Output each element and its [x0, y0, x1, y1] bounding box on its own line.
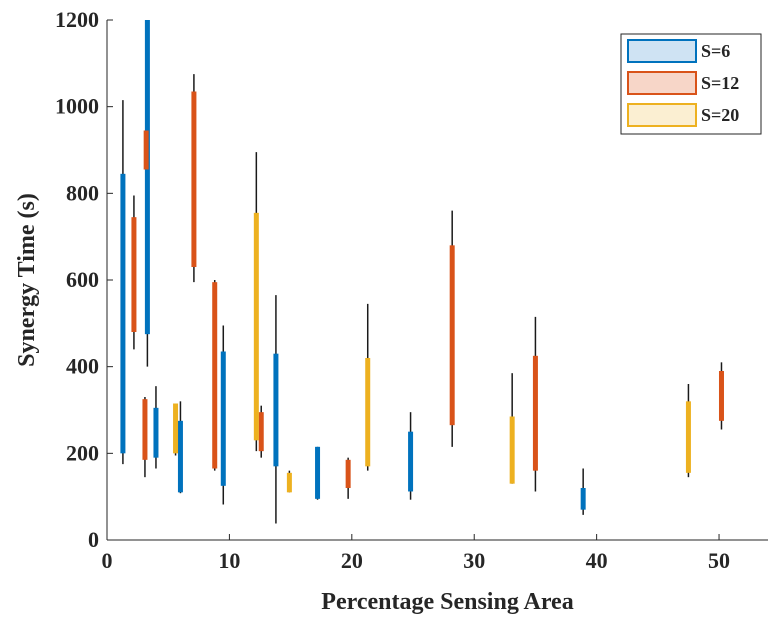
box [718, 371, 724, 421]
box [173, 403, 179, 454]
box [177, 420, 183, 493]
box [144, 20, 150, 335]
legend-swatch [627, 103, 697, 127]
box [365, 358, 371, 467]
box [532, 355, 538, 471]
box [143, 130, 149, 170]
x-tick-label: 0 [102, 548, 113, 573]
x-axis-ticks: 0 10 20 30 40 50 [102, 534, 730, 573]
x-tick-label: 20 [341, 548, 363, 573]
box [220, 351, 226, 486]
boxes-layer [120, 20, 724, 510]
box [212, 282, 218, 469]
box [509, 416, 515, 484]
box [345, 459, 351, 488]
legend: S=6 S=12 S=20 [620, 33, 762, 135]
box [273, 353, 279, 467]
legend-label: S=6 [701, 41, 730, 61]
y-tick-label: 1200 [55, 7, 99, 32]
y-tick-label: 200 [66, 440, 99, 465]
box [685, 401, 691, 473]
box [142, 399, 148, 460]
box [408, 431, 414, 492]
legend-label: S=20 [701, 105, 739, 125]
x-axis-title: Percentage Sensing Area [321, 589, 573, 615]
x-tick-label: 50 [708, 548, 730, 573]
box [153, 407, 159, 458]
y-tick-label: 800 [66, 180, 99, 205]
legend-label: S=12 [701, 73, 739, 93]
y-axis-title: Synergy Time (s) [14, 193, 40, 367]
y-tick-label: 400 [66, 354, 99, 379]
box [120, 173, 126, 454]
x-tick-label: 30 [463, 548, 485, 573]
y-tick-label: 0 [88, 527, 99, 552]
y-tick-label: 1000 [55, 94, 99, 119]
y-axis-ticks: 0 200 400 600 800 1000 1200 [55, 7, 113, 552]
box [131, 217, 137, 332]
x-tick-label: 10 [218, 548, 240, 573]
box [253, 212, 259, 441]
legend-swatch [627, 71, 697, 95]
box [191, 91, 197, 267]
box [258, 412, 264, 452]
box [449, 245, 455, 426]
box [286, 472, 292, 493]
y-tick-label: 600 [66, 267, 99, 292]
x-tick-label: 40 [586, 548, 608, 573]
legend-swatch [627, 39, 697, 63]
box [580, 488, 586, 510]
box [315, 446, 321, 499]
